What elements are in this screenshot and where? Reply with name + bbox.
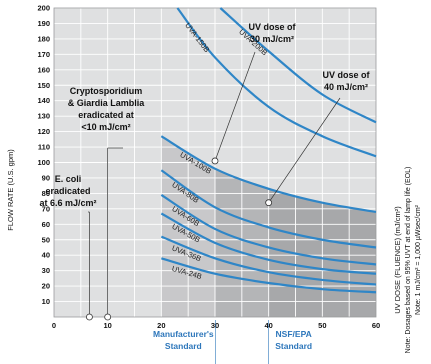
curve-uva-200b — [219, 7, 377, 124]
leader-dose-40 — [268, 97, 341, 203]
x-tick-label: 50 — [318, 321, 326, 330]
y-tick-label: 110 — [38, 143, 50, 152]
x-tick-label: 30 — [211, 321, 219, 330]
curve-uva-80b — [160, 169, 377, 249]
standard-label-0: Standard — [165, 341, 202, 351]
annotation-dose-30-line: UV dose of — [248, 22, 296, 32]
y-tick-label: 40 — [42, 251, 50, 260]
y-tick-label: 80 — [42, 189, 50, 198]
y-tick-label: 170 — [37, 50, 50, 59]
y-tick-label: 200 — [37, 4, 50, 13]
y-tick-label: 130 — [37, 112, 50, 121]
annotation-dose-40-line: 40 mJ/cm² — [324, 82, 368, 92]
marker-dose-30 — [211, 157, 219, 165]
y-tick-label: 50 — [42, 235, 50, 244]
y-tick-label: 160 — [37, 65, 50, 74]
y-tick-label: 180 — [37, 34, 50, 43]
annotation-crypto-line: eradicated at — [78, 110, 134, 120]
y-tick-label: 10 — [42, 297, 50, 306]
y-tick-label: 60 — [42, 220, 50, 229]
annotation-dose-40-line: UV dose of — [322, 70, 370, 80]
y-tick-label: 20 — [42, 282, 50, 291]
x-axis-label: UV DOSE (FLUENCE) (mJ/cm²) — [393, 206, 402, 314]
standard-markers: Manufacturer's Standard NSF/EPA Standard — [153, 320, 312, 364]
curve-uva-36b — [160, 235, 377, 286]
standard-label-0: Manufacturer's — [153, 329, 214, 339]
x-tick-labels: 0 10 20 30 40 50 60 — [52, 321, 380, 330]
note-eol: Note: Dosages based on 95% UVT at end of… — [405, 167, 412, 354]
x-tick-label: 20 — [157, 321, 165, 330]
curve-series — [160, 7, 377, 294]
annotation-ecoli-line: eradicated — [45, 186, 90, 196]
annotation-crypto-line: <10 mJ/cm² — [81, 122, 130, 132]
curve-uva-24b — [161, 257, 377, 294]
annotation-ecoli-line: at 6.6 mJ/cm² — [39, 198, 96, 208]
y-tick-label: 120 — [37, 127, 50, 136]
annotation-dose-30-line: 30 mJ/cm² — [250, 34, 294, 44]
annotation-crypto-line: Cryptosporidium — [70, 86, 143, 96]
standard-label-1: NSF/EPA — [276, 329, 312, 339]
y-axis-label: FLOW RATE (U.S. gpm) — [6, 149, 15, 231]
annotations: UV dose of 30 mJ/cm² UV dose of 40 mJ/cm² Cr… — [39, 22, 370, 208]
y-tick-label: 190 — [37, 19, 50, 28]
marker-crypto — [104, 313, 112, 321]
x-tick-label: 60 — [372, 321, 380, 330]
y-tick-labels: 10 20 30 40 50 60 70 80 90 100 110 120 130 140 150 160 1… — [37, 4, 50, 307]
curve-uva-60b — [160, 194, 377, 266]
annotation-crypto-line: & Giardia Lamblia — [68, 98, 146, 108]
curve-uva-150b — [176, 7, 377, 158]
plot-border — [53, 7, 377, 318]
y-tick-label: 70 — [42, 204, 50, 213]
curve-uva-50b — [160, 212, 377, 275]
annotation-ecoli-line: E. coli — [55, 174, 82, 184]
annotation-leaders — [86, 51, 341, 321]
marker-ecoli — [86, 313, 93, 321]
note-conversion: Note: 1 mJ/cm² = 1,000 µWsec/cm² — [415, 204, 422, 315]
y-tick-label: 140 — [37, 96, 50, 105]
standard-label-1: Standard — [275, 341, 312, 351]
y-tick-label: 90 — [42, 173, 50, 182]
curve-uva-100b — [160, 135, 377, 214]
y-tick-label: 100 — [37, 158, 50, 167]
y-tick-label: 150 — [37, 81, 50, 90]
x-tick-label: 10 — [103, 321, 111, 330]
x-tick-label: 0 — [52, 321, 56, 330]
y-tick-label: 30 — [42, 266, 50, 275]
leader-dose-30 — [214, 51, 256, 162]
marker-dose-40 — [265, 199, 273, 207]
